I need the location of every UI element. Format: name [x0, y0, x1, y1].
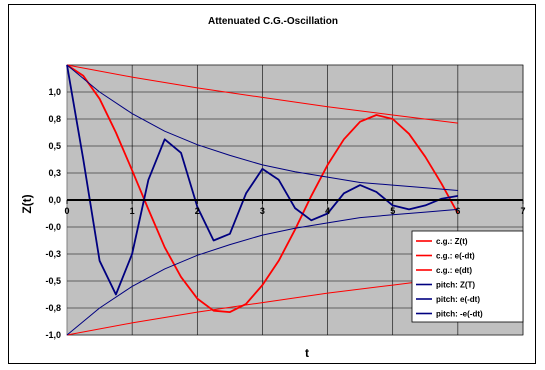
y-tick-label: 1,0 [48, 87, 61, 97]
legend-entry: c.g.: e(dt) [436, 266, 472, 275]
legend-entry: c.g.: e(-dt) [436, 252, 475, 261]
series-line-1 [66, 64, 458, 124]
plot-area: -1,0 -0,8 -0,5 -0,3 -0,0 0,0 0,3 0,5 0,8 1,0 0 1 2 3 4… [45, 64, 526, 340]
chart: Attenuated C.G.-Oscillation -1,0 -0,8 -0,5… [20, 16, 526, 360]
y-tick-label: -1,0 [45, 330, 61, 340]
y-tick-label: -0,3 [45, 249, 61, 259]
x-tick-label: 0 [64, 206, 69, 216]
series-line-4 [66, 64, 458, 191]
y-tick-label: 0,8 [48, 114, 61, 124]
x-tick-label: 1 [130, 206, 135, 216]
y-tick-label: 0,3 [48, 168, 61, 178]
chart-title: Attenuated C.G.-Oscillation [208, 16, 338, 27]
x-axis-title: t [305, 346, 309, 360]
x-tick-label: 6 [455, 206, 460, 216]
legend-entry: pitch: e(-dt) [436, 295, 480, 304]
series-line-2 [66, 276, 458, 336]
x-tick-label: 2 [195, 206, 200, 216]
y-tick-label: -0,5 [45, 276, 61, 286]
legend-entry: c.g.: Z(t) [436, 237, 468, 246]
y-tick-label: -0,0 [45, 222, 61, 232]
y-axis-title: Z(t) [20, 194, 34, 213]
y-tick-label: 0,5 [48, 141, 61, 151]
x-tick-label: 4 [325, 206, 330, 216]
x-tick-label: 3 [260, 206, 265, 216]
series-line-5 [66, 208, 458, 336]
legend: c.g.: Z(t) c.g.: e(-dt) c.g.: e(dt) pitch: … [411, 230, 524, 323]
legend-entry: pitch: Z(T) [436, 281, 475, 290]
series-line-3 [66, 64, 459, 296]
y-tick-label: 0,0 [48, 195, 61, 205]
chart-frame: Attenuated C.G.-Oscillation -1,0 -0,8 -0,5… [8, 4, 536, 364]
y-tick-label: -0,8 [45, 303, 61, 313]
legend-box [411, 230, 524, 323]
series-line-0 [66, 64, 459, 313]
x-tick-label: 5 [390, 206, 395, 216]
legend-entry: pitch: -e(-dt) [436, 310, 483, 319]
x-tick-label: 7 [520, 206, 525, 216]
